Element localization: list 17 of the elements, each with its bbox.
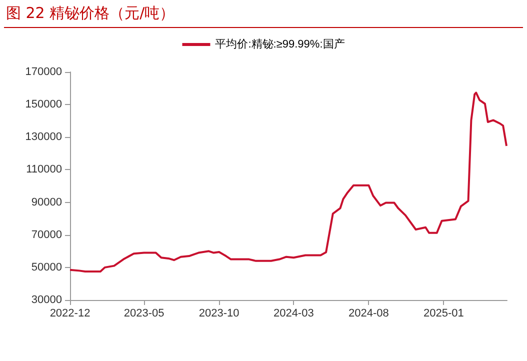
x-tick-label: 2022-12	[50, 308, 90, 320]
y-tick-label: 50000	[31, 261, 62, 274]
y-tick-label: 130000	[25, 131, 62, 144]
x-tick-label: 2023-05	[124, 308, 164, 320]
x-tick-label: 2023-10	[198, 308, 240, 320]
line-series	[69, 92, 508, 272]
y-tick-label: 70000	[31, 228, 62, 241]
legend-label: 平均价:精铋:≥99.99%:国产	[215, 38, 345, 50]
x-tick-label: 2024-03	[273, 308, 314, 320]
y-tick-label: 90000	[31, 196, 62, 208]
chart-title: 图 22 精铋价格（元/吨）	[6, 4, 175, 23]
x-tick-label: 2024-08	[348, 308, 389, 320]
y-tick-label: 30000	[31, 294, 62, 306]
y-tick-label: 170000	[25, 66, 62, 78]
y-tick-label: 110000	[26, 164, 62, 176]
x-tick-label: 2025-01	[424, 308, 464, 320]
y-tick-label: 150000	[25, 98, 62, 111]
